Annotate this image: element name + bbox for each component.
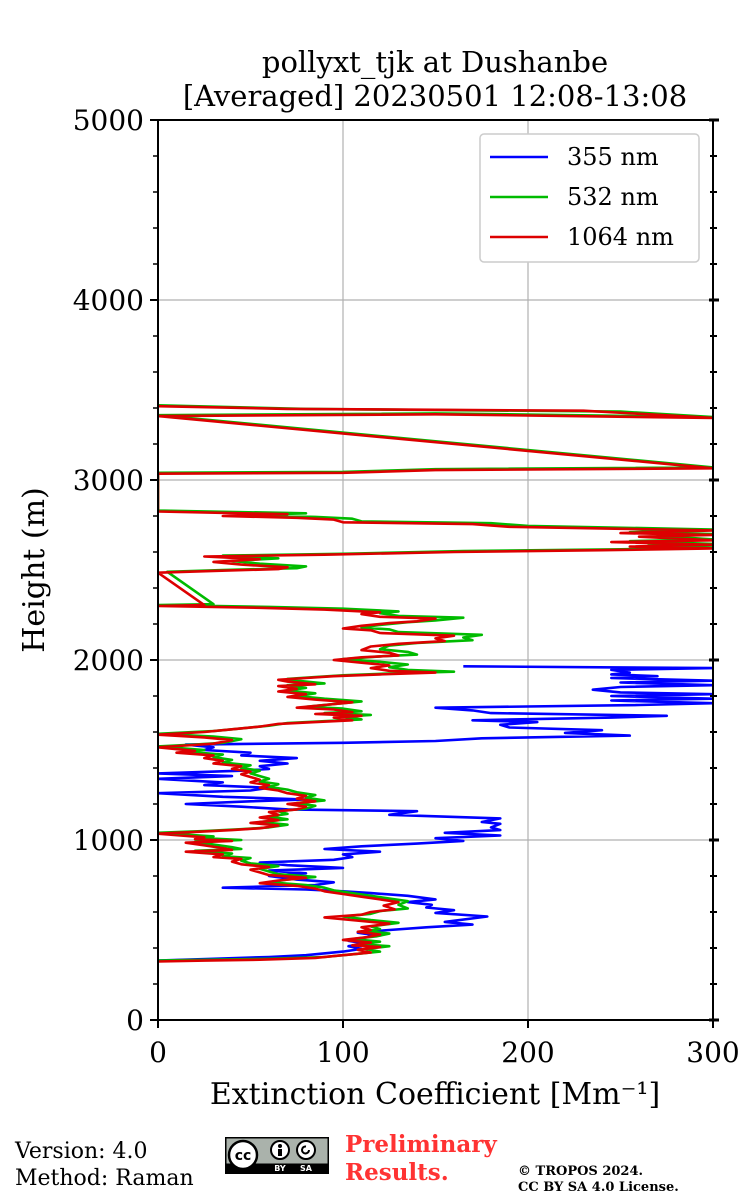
y-tick-label: 3000 xyxy=(73,464,144,497)
cc-by-label: BY xyxy=(274,1164,286,1173)
copyright-line1: © TROPOS 2024. xyxy=(518,1164,644,1179)
plot-frame xyxy=(157,119,714,1021)
preliminary-line1: Preliminary xyxy=(345,1131,497,1158)
legend-label: 532 nm xyxy=(567,183,659,211)
share-alike-icon xyxy=(296,1140,316,1160)
y-axis-label: Height (m) xyxy=(17,487,52,652)
x-tick-label: 0 xyxy=(149,1036,167,1069)
legend-label: 1064 nm xyxy=(567,223,674,251)
y-tick-label: 1000 xyxy=(73,824,144,857)
method-text: Method: Raman xyxy=(15,1166,194,1191)
preliminary-line2: Results. xyxy=(345,1159,449,1186)
copyright-line2: CC BY SA 4.0 License. xyxy=(518,1180,679,1195)
cc-circle-icon xyxy=(227,1139,259,1171)
x-tick-label: 300 xyxy=(686,1036,739,1069)
legend: 355 nm 532 nm 1064 nm xyxy=(479,133,700,263)
attribution-body xyxy=(278,1149,282,1156)
attribution-head xyxy=(278,1144,282,1148)
legend-box xyxy=(479,133,700,263)
y-tick-label: 2000 xyxy=(73,644,144,677)
cc-license-badge: cc BY SA xyxy=(225,1137,329,1174)
series-line-355-nm xyxy=(158,665,713,962)
series-line-1064-nm xyxy=(158,404,713,963)
x-tick-label: 200 xyxy=(501,1036,554,1069)
y-tick-label: 5000 xyxy=(73,104,144,137)
copyright-notice: © TROPOS 2024. CC BY SA 4.0 License. xyxy=(518,1164,679,1196)
y-tick-label: 0 xyxy=(126,1004,144,1037)
cc-circle-label: cc xyxy=(235,1148,252,1164)
legend-label: 355 nm xyxy=(567,143,659,171)
series-layer xyxy=(158,404,713,963)
chart-title-line2: [Averaged] 20230501 12:08-13:08 xyxy=(183,79,687,113)
preliminary-notice: Preliminary Results. xyxy=(345,1131,497,1187)
extinction-chart: pollyxt_tjk at Dushanbe [Averaged] 20230… xyxy=(17,45,740,1112)
share-alike-arrow xyxy=(301,1145,310,1155)
cc-sa-label: SA xyxy=(300,1164,313,1173)
x-tick-label: 100 xyxy=(316,1036,369,1069)
version-info: Version: 4.0 Method: Raman xyxy=(15,1138,194,1192)
chart-title-line1: pollyxt_tjk at Dushanbe xyxy=(262,45,608,80)
y-tick-label: 4000 xyxy=(73,284,144,317)
version-text: Version: 4.0 xyxy=(15,1139,148,1164)
x-axis-label: Extinction Coefficient [Mm⁻¹] xyxy=(210,1077,660,1112)
